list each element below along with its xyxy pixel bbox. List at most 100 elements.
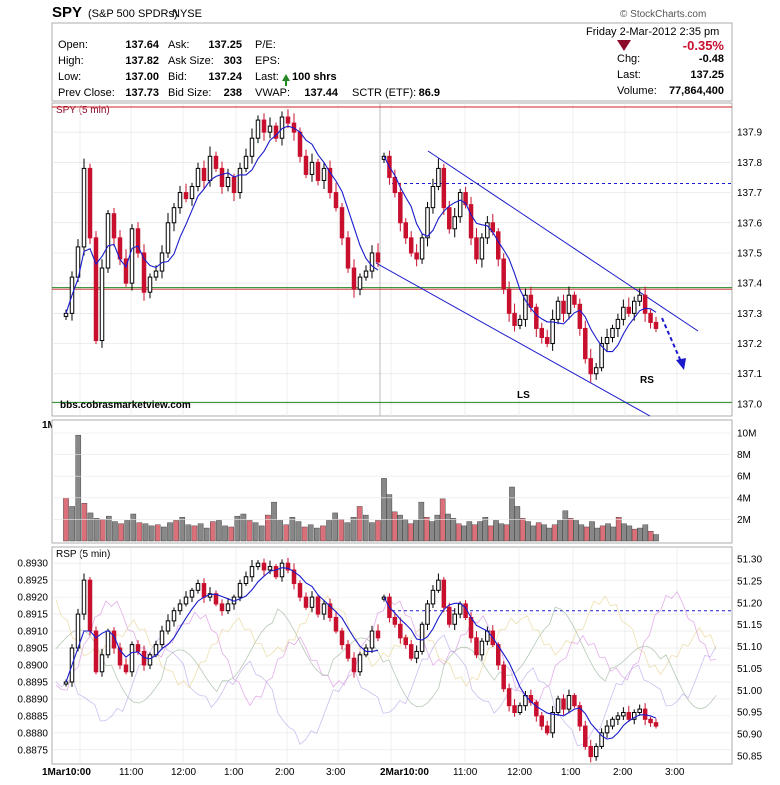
volume-bar bbox=[301, 526, 308, 542]
volume-panel: 2M 4M 6M 8M 10M bbox=[51, 419, 756, 544]
rsp-right-ytick: 51.15 bbox=[737, 620, 762, 631]
price-candle-body bbox=[231, 176, 237, 194]
rsp-candle-body bbox=[171, 610, 177, 622]
price-ytick: 137.1 bbox=[737, 369, 762, 380]
volume-bar bbox=[605, 523, 611, 542]
volume-ytick: 2M bbox=[737, 515, 751, 526]
rsp-candle-body bbox=[419, 623, 425, 652]
volume-bar bbox=[289, 517, 296, 542]
price-candle-body bbox=[615, 318, 621, 329]
volume-bar bbox=[369, 522, 375, 542]
volume-bar bbox=[295, 521, 302, 542]
volume-bar bbox=[637, 527, 643, 542]
volume-bar bbox=[567, 518, 574, 542]
volume-bar bbox=[344, 522, 351, 542]
price-candle-body bbox=[327, 167, 333, 194]
rsp-candle-body bbox=[544, 725, 550, 734]
rsp-candle-body bbox=[249, 566, 255, 578]
volume-bar bbox=[615, 517, 622, 542]
volume-bar bbox=[222, 525, 228, 542]
volume-bar bbox=[562, 510, 569, 542]
price-candle-body bbox=[219, 167, 225, 188]
price-candle-body bbox=[189, 186, 195, 200]
volume-bar bbox=[439, 498, 446, 542]
price-candle-body bbox=[583, 327, 588, 360]
volume-bar bbox=[130, 513, 137, 542]
price-candle-body bbox=[303, 155, 309, 175]
rsp-candle-body bbox=[297, 583, 303, 598]
volume-bar bbox=[445, 513, 451, 542]
volume-bar bbox=[466, 521, 473, 542]
price-candle-body bbox=[321, 167, 327, 181]
rsp-left-ytick: 0.8880 bbox=[17, 728, 48, 739]
volume-bar bbox=[106, 515, 112, 542]
rsp-candle-body bbox=[267, 566, 273, 571]
quote-label: VWAP: bbox=[255, 87, 290, 99]
rsp-left-ytick: 0.8895 bbox=[17, 677, 48, 688]
rsp-candle-body bbox=[452, 613, 457, 625]
volume-bar bbox=[519, 518, 526, 542]
price-candle-body bbox=[631, 300, 637, 314]
rsp-candle-body bbox=[303, 596, 309, 608]
price-ytick: 137.0 bbox=[737, 399, 762, 410]
volume-bar bbox=[482, 517, 489, 542]
quote-value: 137.25 bbox=[690, 69, 724, 81]
volume-bar bbox=[167, 522, 173, 542]
rsp-right-ytick: 51.00 bbox=[737, 686, 762, 697]
rsp-panel-frame bbox=[51, 546, 733, 765]
rsp-left-ytick: 0.8885 bbox=[17, 711, 48, 722]
price-candle-body bbox=[213, 155, 219, 169]
rsp-xtick: 2:00 bbox=[275, 767, 295, 778]
price-candle-body bbox=[501, 258, 506, 290]
quote-label: Last: bbox=[255, 71, 279, 83]
rsp-right-ytick: 50.95 bbox=[737, 708, 762, 719]
volume-bar bbox=[173, 520, 179, 542]
volume-bar bbox=[594, 527, 601, 542]
rsp-left-ytick: 0.8900 bbox=[17, 660, 48, 671]
rsp-candle-body bbox=[369, 630, 375, 649]
price-candle-body bbox=[87, 167, 93, 239]
exchange: NYSE bbox=[172, 8, 202, 20]
rsp-candle-body bbox=[555, 698, 561, 713]
rsp-candle-body bbox=[517, 705, 523, 713]
volume-bar bbox=[589, 521, 595, 542]
volume-bar bbox=[271, 501, 277, 542]
rsp-xtick: 1:00 bbox=[561, 767, 581, 778]
rsp-right-ytick: 50.90 bbox=[737, 730, 762, 741]
price-moving-average bbox=[65, 125, 379, 314]
price-candle-body bbox=[566, 294, 572, 314]
rsp-candle-body bbox=[345, 644, 351, 659]
price-candle-body bbox=[99, 267, 105, 342]
volume-ytick: 6M bbox=[737, 472, 751, 483]
price-candle-body bbox=[572, 294, 577, 305]
volume-bar bbox=[332, 512, 338, 542]
rsp-candle-body bbox=[631, 711, 637, 720]
rsp-candle-body bbox=[225, 603, 231, 612]
volume-bar bbox=[455, 523, 462, 542]
price-candle-body bbox=[637, 294, 642, 302]
volume-bar bbox=[535, 522, 542, 542]
volume-ytick: 10M bbox=[737, 429, 756, 440]
rsp-xtick: 11:00 bbox=[453, 767, 478, 778]
price-candle-body bbox=[392, 176, 398, 194]
price-candle-body bbox=[425, 207, 430, 239]
price-candle-body bbox=[604, 337, 610, 345]
price-candle-body bbox=[408, 237, 414, 254]
price-ytick: 137.5 bbox=[737, 248, 762, 259]
rsp-candle-body bbox=[398, 623, 403, 639]
price-candle-body bbox=[495, 231, 501, 260]
quote-label: Bid Size: bbox=[168, 87, 211, 99]
price-candle-body bbox=[588, 358, 593, 375]
volume-bar bbox=[185, 524, 192, 542]
rsp-xtick: 2:00 bbox=[613, 767, 633, 778]
price-candle-body bbox=[141, 252, 147, 293]
rsp-candle-body bbox=[195, 583, 201, 591]
rsp-candle-body bbox=[572, 695, 577, 707]
rsp-xtick: 11:00 bbox=[119, 767, 144, 778]
price-candle-body bbox=[577, 303, 583, 329]
symbol: SPY bbox=[52, 4, 82, 21]
last-trade-value: 100 shrs bbox=[292, 71, 337, 83]
rsp-left-ytick: 0.8915 bbox=[17, 610, 48, 621]
rsp-candle-body bbox=[135, 644, 141, 652]
price-candle-body bbox=[345, 237, 351, 269]
